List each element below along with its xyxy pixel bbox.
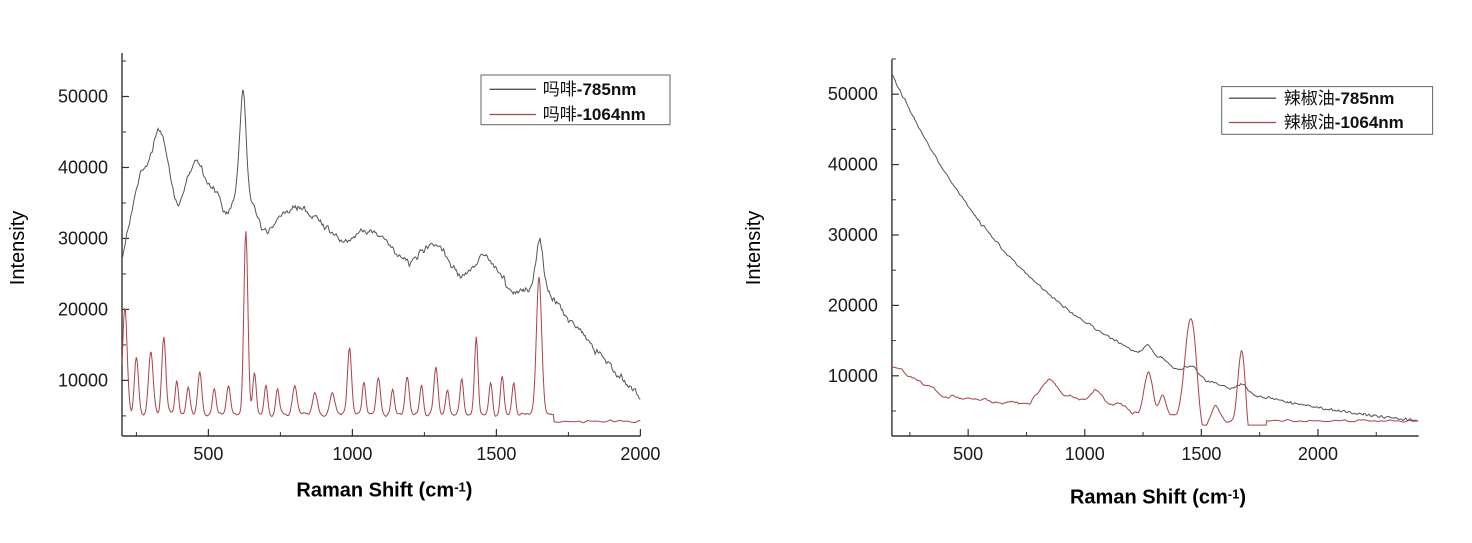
svg-text:10000: 10000 xyxy=(828,366,878,386)
svg-text:吗啡-785nm: 吗啡-785nm xyxy=(543,80,637,99)
svg-text:500: 500 xyxy=(953,444,983,464)
svg-text:1000: 1000 xyxy=(1065,444,1105,464)
svg-text:1000: 1000 xyxy=(332,444,372,464)
svg-text:Raman Shift (cm-1): Raman Shift (cm-1) xyxy=(1070,487,1246,509)
svg-text:Raman Shift (cm-1): Raman Shift (cm-1) xyxy=(296,480,472,502)
svg-text:10000: 10000 xyxy=(58,370,108,390)
svg-text:50000: 50000 xyxy=(58,87,108,107)
svg-text:2000: 2000 xyxy=(620,444,660,464)
svg-text:50000: 50000 xyxy=(828,84,878,104)
svg-text:30000: 30000 xyxy=(828,225,878,245)
svg-text:20000: 20000 xyxy=(58,299,108,319)
svg-text:辣椒油-785nm: 辣椒油-785nm xyxy=(1284,89,1395,108)
svg-text:2000: 2000 xyxy=(1298,444,1338,464)
svg-text:辣椒油-1064nm: 辣椒油-1064nm xyxy=(1284,113,1404,132)
svg-text:30000: 30000 xyxy=(58,228,108,248)
svg-text:吗啡-1064nm: 吗啡-1064nm xyxy=(543,105,646,124)
svg-text:1500: 1500 xyxy=(476,444,516,464)
svg-text:500: 500 xyxy=(193,444,223,464)
svg-text:1500: 1500 xyxy=(1181,444,1221,464)
svg-text:Intensity: Intensity xyxy=(743,211,765,285)
svg-text:Intensity: Intensity xyxy=(7,211,29,285)
svg-text:20000: 20000 xyxy=(828,295,878,315)
svg-text:40000: 40000 xyxy=(58,157,108,177)
svg-text:40000: 40000 xyxy=(828,155,878,175)
